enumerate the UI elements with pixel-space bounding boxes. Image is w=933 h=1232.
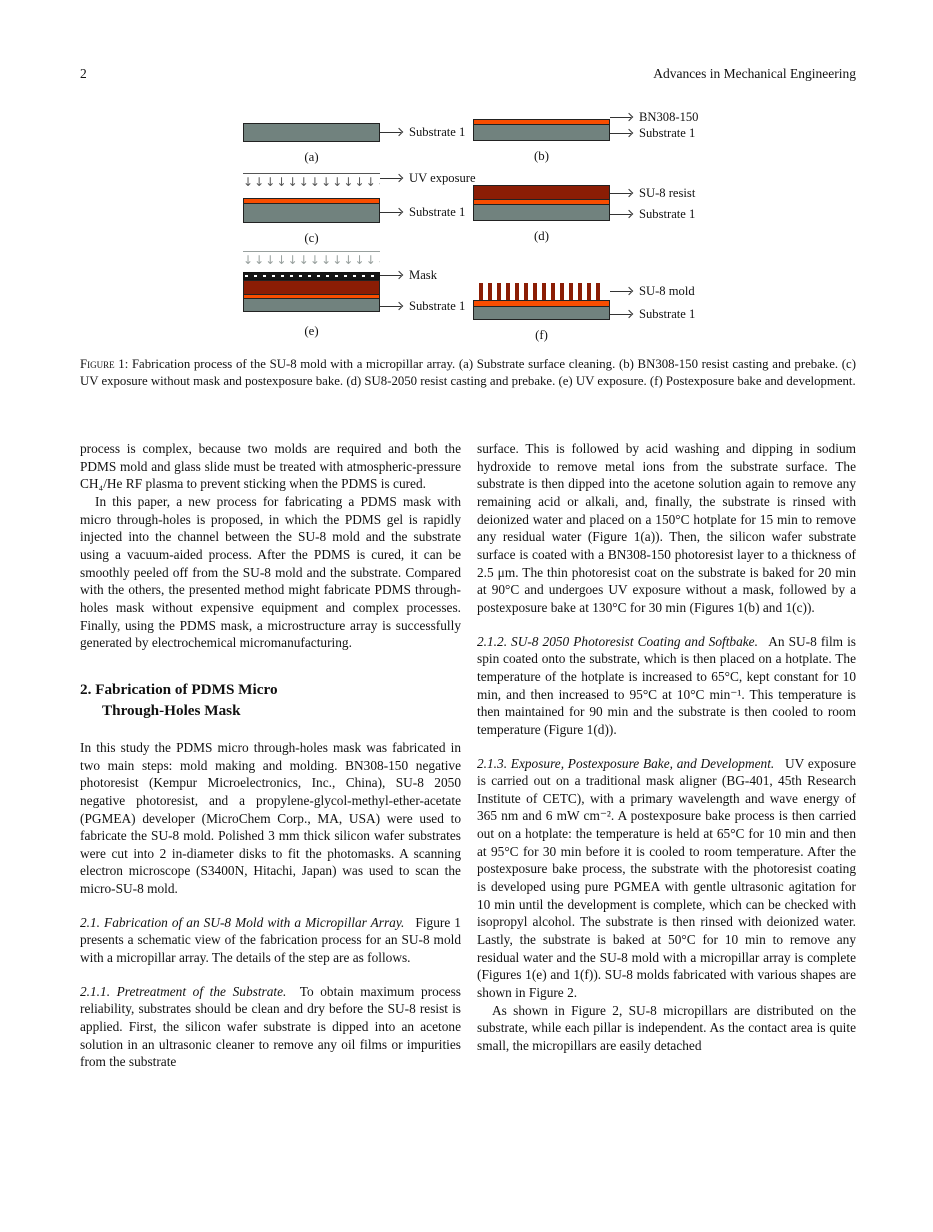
arrow-right-icon [380, 302, 404, 311]
subfigure-d-stack [473, 185, 610, 221]
label-substrate: Substrate 1 [610, 207, 695, 221]
label-substrate: Substrate 1 [380, 205, 465, 219]
subsection-title: 2.1. Fabrication of an SU-8 Mold with a … [80, 914, 405, 930]
figure1-caption: Figure 1: Fabrication process of the SU-… [80, 356, 856, 390]
arrow-right-icon [610, 210, 634, 219]
arrow-right-icon [380, 208, 404, 217]
section-2-1-2: 2.1.2. SU-8 2050 Photoresist Coating and… [477, 633, 856, 739]
figure-caption-text: Fabrication process of the SU-8 mold wit… [80, 357, 856, 388]
label-su8-mold: SU-8 mold [610, 284, 695, 298]
right-column: surface. This is followed by acid washin… [477, 440, 856, 1055]
label-text: Substrate 1 [639, 206, 696, 221]
label-text: Substrate 1 [639, 306, 696, 321]
substrate-layer [473, 124, 610, 141]
arrow-right-icon [610, 310, 634, 319]
subfigure-b: BN308-150 Substrate 1 (b) [462, 110, 698, 164]
page-header: 2 Advances in Mechanical Engineering [80, 66, 856, 82]
label-substrate: Substrate 1 [610, 126, 695, 140]
label-text: BN308-150 [639, 109, 699, 124]
arrow-right-icon [610, 113, 634, 122]
left-column: process is complex, because two molds ar… [80, 440, 461, 1071]
section-heading-line2: Through-Holes Mask [102, 702, 241, 720]
paragraph: In this study the PDMS micro through-hol… [80, 739, 461, 897]
subfigure-e: ↓↓↓↓↓↓↓↓↓↓↓↓↓↓↓↓↓↓ Mask Substrate 1 (e) [232, 251, 465, 339]
mask-slots [245, 275, 378, 277]
section-2-1-3: 2.1.3. Exposure, Postexposure Bake, and … [477, 755, 856, 1002]
label-text: Substrate 1 [409, 298, 466, 313]
paragraph: process is complex, because two molds ar… [80, 441, 461, 492]
arrow-right-icon [610, 189, 634, 198]
subfigure-c-stack: ↓↓↓↓↓↓↓↓↓↓↓↓↓↓↓↓↓↓ [243, 173, 380, 223]
label-text: UV exposure [409, 170, 476, 185]
label-text: SU-8 mold [639, 283, 695, 298]
label-substrate: Substrate 1 [380, 125, 465, 139]
subfigure-caption: (e) [304, 324, 319, 338]
subsection-text: An SU-8 film is spin coated onto the sub… [477, 633, 856, 737]
subfigure-d: SU-8 resist Substrate 1 (d) [462, 185, 695, 244]
arrow-right-icon [610, 129, 634, 138]
subsection-text: To obtain maximum process reliability, s… [80, 983, 461, 1070]
label-substrate: Substrate 1 [380, 299, 465, 313]
subsection-title: 2.1.2. SU-8 2050 Photoresist Coating and… [477, 633, 758, 649]
journal-title: Advances in Mechanical Engineering [653, 66, 856, 81]
uv-arrows-icon: ↓↓↓↓↓↓↓↓↓↓↓↓↓↓↓↓↓↓ [243, 173, 380, 192]
subfigure-caption: (c) [304, 231, 319, 245]
figure1-diagram: Substrate 1 (a) BN308-150 Substrate 1 (b… [232, 105, 892, 355]
paragraph: surface. This is followed by acid washin… [477, 441, 856, 615]
su8-resist-layer [243, 280, 380, 295]
subfigure-caption: (b) [534, 149, 549, 163]
subfigure-caption: (a) [304, 150, 319, 164]
section-2-heading: 2. Fabrication of PDMS Micro Through-Hol… [80, 679, 461, 722]
subfigure-caption: (f) [535, 328, 548, 342]
uv-arrows-icon: ↓↓↓↓↓↓↓↓↓↓↓↓↓↓↓↓↓↓ [243, 251, 380, 270]
arrow-right-icon [380, 128, 404, 137]
page-number: 2 [80, 66, 87, 81]
substrate-layer [473, 204, 610, 221]
substrate-layer [473, 306, 610, 320]
subfigure-e-stack: ↓↓↓↓↓↓↓↓↓↓↓↓↓↓↓↓↓↓ [243, 251, 380, 312]
subfigure-f: SU-8 mold Substrate 1 (f) [462, 283, 695, 343]
subsection-title: 2.1.1. Pretreatment of the Substrate. [80, 983, 287, 999]
arrow-right-icon [380, 271, 404, 280]
label-text: Substrate 1 [409, 124, 466, 139]
subsection-text: Figure 1 presents a schematic view of th… [80, 914, 461, 966]
subfigure-f-stack [473, 283, 610, 320]
subfigure-c: ↓↓↓↓↓↓↓↓↓↓↓↓↓↓↓↓↓↓ UV exposure Substrate… [232, 171, 476, 246]
label-text: SU-8 resist [639, 185, 696, 200]
subsection-text: UV exposure is carried out on a traditio… [477, 755, 856, 1001]
paragraph: As shown in Figure 2, SU-8 micropillars … [477, 1002, 856, 1053]
label-mask: Mask [380, 268, 437, 282]
section-2-1: 2.1. Fabrication of an SU-8 Mold with a … [80, 914, 461, 967]
micropillar-array [479, 283, 604, 300]
label-text: Mask [409, 267, 437, 282]
label-substrate: Substrate 1 [610, 307, 695, 321]
arrow-right-icon [380, 174, 404, 183]
arrow-right-icon [610, 287, 634, 296]
figure-caption-label: Figure 1: [80, 357, 129, 371]
section-heading-line1: 2. Fabrication of PDMS Micro [80, 680, 278, 698]
subsection-title: 2.1.3. Exposure, Postexposure Bake, and … [477, 755, 775, 771]
subfigure-a: Substrate 1 (a) [232, 123, 465, 165]
subfigure-a-stack [243, 123, 380, 142]
label-su8-resist: SU-8 resist [610, 186, 695, 200]
label-uv-exposure: UV exposure [380, 171, 476, 185]
label-text: Substrate 1 [409, 204, 466, 219]
label-resist: BN308-150 [610, 110, 698, 124]
substrate-layer [243, 123, 380, 142]
paragraph: In this paper, a new process for fabrica… [80, 493, 461, 651]
su8-resist-layer [473, 185, 610, 200]
label-text: Substrate 1 [639, 125, 696, 140]
section-2-1-1: 2.1.1. Pretreatment of the Substrate. To… [80, 983, 461, 1071]
subfigure-caption: (d) [534, 229, 549, 243]
substrate-layer [243, 203, 380, 223]
subfigure-b-stack [473, 119, 610, 141]
substrate-layer [243, 298, 380, 312]
mask-layer [243, 272, 380, 280]
